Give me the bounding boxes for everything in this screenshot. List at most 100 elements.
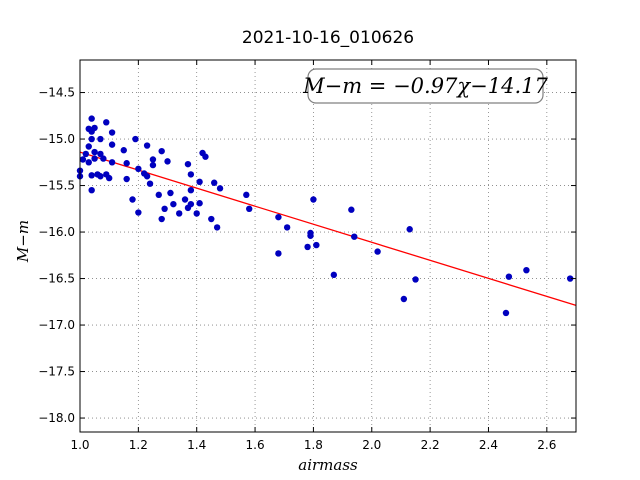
data-point — [275, 250, 282, 257]
data-point — [374, 248, 381, 255]
data-point — [123, 160, 130, 167]
data-point — [523, 266, 530, 274]
data-point — [82, 150, 90, 158]
data-point — [202, 153, 209, 160]
y-axis-label: M−m — [14, 220, 32, 263]
data-point — [143, 142, 151, 149]
data-point — [105, 174, 113, 182]
data-point — [129, 196, 136, 203]
x-tick-label: 2.0 — [362, 438, 381, 452]
x-axis-label: airmass — [298, 456, 358, 474]
data-point — [313, 241, 320, 249]
y-tick-label: −14.5 — [38, 86, 75, 100]
data-point — [176, 210, 183, 217]
data-point — [170, 200, 177, 208]
x-tick-label: 2.2 — [421, 438, 440, 452]
data-point — [283, 224, 291, 231]
data-point — [167, 189, 174, 197]
data-point — [400, 295, 408, 303]
data-point — [88, 172, 95, 179]
data-point — [187, 187, 195, 194]
data-point — [351, 233, 358, 240]
data-point — [97, 150, 104, 158]
x-tick-label: 2.4 — [479, 438, 498, 452]
x-tick-label: 1.6 — [246, 438, 265, 452]
data-point — [149, 161, 157, 169]
data-point — [502, 309, 510, 317]
data-point — [307, 232, 314, 239]
y-tick-label: −16.5 — [38, 272, 75, 286]
data-point — [216, 185, 224, 192]
data-point — [97, 135, 104, 143]
data-point — [196, 178, 203, 186]
x-tick-label: 1.8 — [304, 438, 323, 452]
data-point — [108, 159, 116, 166]
data-point — [184, 160, 192, 168]
x-tick-label: 1.4 — [187, 438, 206, 452]
data-point — [97, 173, 104, 180]
data-point — [505, 273, 513, 280]
data-point — [135, 209, 142, 216]
axis-ticks: 1.0 1.2 1.4 1.6 1.8 2.0 2.2 2.4 2.6 −14.5 −15.0 −15… — [38, 60, 576, 452]
data-point — [85, 143, 92, 150]
data-point — [158, 215, 165, 223]
data-point — [88, 135, 95, 143]
data-point — [91, 155, 98, 162]
data-point — [155, 191, 162, 199]
data-point — [310, 196, 317, 203]
x-tick-label: 2.6 — [537, 438, 556, 452]
annotation-box: M−m = −0.97χ−14.17 — [302, 68, 549, 104]
data-point — [330, 271, 338, 279]
data-point — [132, 135, 139, 143]
fit-equation-label: M−m = −0.97χ−14.17 — [302, 74, 548, 98]
y-tick-label: −17.5 — [38, 365, 75, 379]
data-point — [149, 156, 157, 163]
data-points — [76, 115, 574, 317]
plot-frame — [79, 59, 577, 433]
fit-line — [79, 151, 577, 307]
x-tick-label: 1.2 — [129, 438, 148, 452]
y-tick-label: −15.5 — [38, 179, 75, 193]
data-point — [79, 156, 87, 163]
data-point — [187, 200, 195, 208]
data-point — [187, 171, 195, 178]
data-point — [304, 243, 311, 251]
data-point — [146, 180, 154, 187]
data-point — [100, 155, 107, 162]
y-tick-label: −16.0 — [38, 225, 75, 239]
y-tick-label: −15.0 — [38, 132, 75, 146]
data-point — [91, 124, 98, 132]
y-tick-label: −18.0 — [38, 411, 75, 425]
data-point — [164, 158, 171, 165]
data-point — [275, 213, 282, 221]
data-point — [208, 215, 215, 223]
chart-title: 2021-10-16_010626 — [242, 28, 414, 48]
data-point — [161, 205, 168, 212]
data-point — [120, 147, 127, 154]
data-point — [108, 141, 116, 148]
data-point — [85, 159, 92, 166]
data-point — [181, 196, 189, 203]
data-point — [246, 205, 253, 212]
data-point — [213, 224, 221, 231]
y-tick-label: −17.0 — [38, 318, 75, 332]
fit-line-layer — [79, 151, 577, 307]
data-point — [211, 179, 218, 186]
data-point — [406, 226, 413, 233]
data-point — [123, 175, 130, 183]
data-point — [243, 191, 250, 199]
data-point — [193, 210, 200, 217]
data-point — [103, 119, 110, 126]
data-point — [88, 187, 95, 194]
data-point — [91, 148, 98, 156]
data-point — [143, 173, 151, 180]
x-tick-label: 1.0 — [70, 438, 89, 452]
data-point — [158, 147, 165, 155]
data-point — [566, 275, 574, 282]
data-point — [348, 206, 355, 213]
data-point — [135, 165, 142, 173]
data-point — [196, 200, 203, 207]
annotation-frame — [307, 68, 544, 104]
data-point — [412, 276, 419, 283]
